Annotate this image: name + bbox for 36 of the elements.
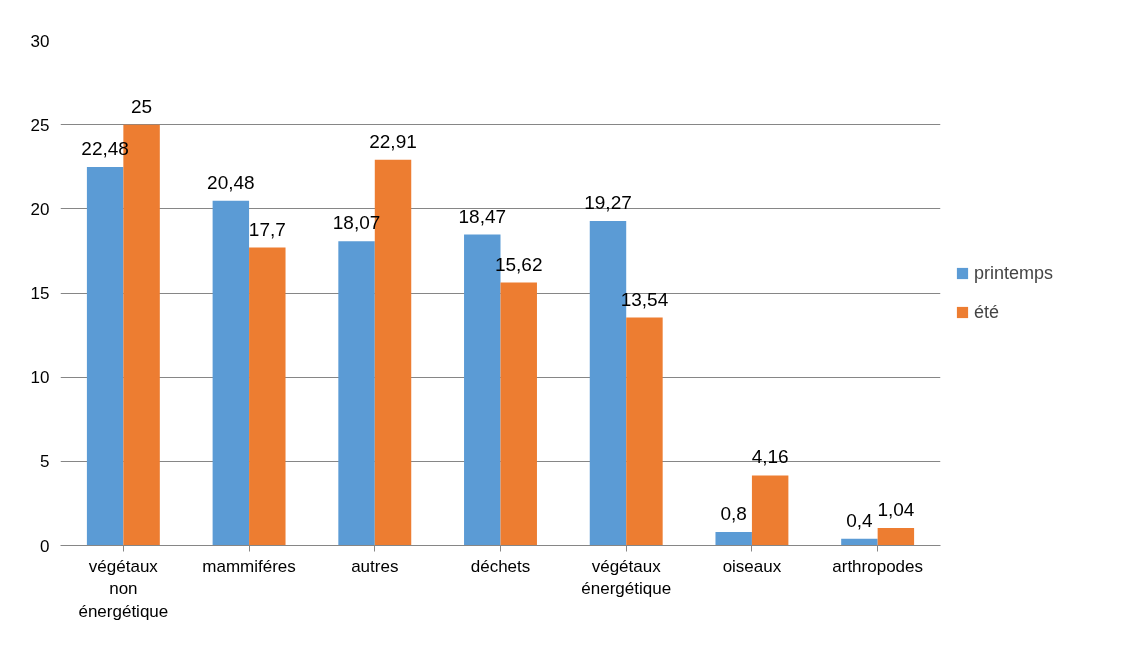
data-label: 0,8 — [720, 503, 747, 525]
data-label: 17,7 — [248, 218, 286, 240]
bar — [212, 200, 250, 546]
x-tick-label: arthropodes — [832, 556, 924, 576]
data-label: 18,47 — [458, 205, 507, 227]
bar — [715, 532, 752, 546]
data-label: 0,4 — [846, 509, 874, 531]
data-label: 22,91 — [369, 130, 417, 152]
y-tick-label: 30 — [30, 31, 50, 51]
y-tick-label: 20 — [30, 199, 50, 219]
y-tick-label: 10 — [30, 368, 50, 388]
bar — [877, 527, 915, 546]
bar — [626, 317, 663, 546]
x-tick-label: végétaux énergétique — [581, 556, 672, 599]
data-label: 4,16 — [751, 446, 789, 468]
x-tick-label: oiseaux — [722, 556, 782, 576]
bar — [500, 282, 537, 546]
bar — [338, 241, 375, 546]
bar — [86, 167, 124, 546]
y-tick-label: 15 — [30, 284, 50, 303]
x-tick-label: autres — [351, 556, 399, 576]
x-tick-label: déchets — [470, 556, 531, 576]
bar — [249, 247, 286, 546]
y-tick-label: 0 — [40, 536, 50, 556]
y-tick-label: 25 — [30, 115, 50, 135]
data-label: 1,04 — [877, 498, 915, 520]
bar — [751, 475, 789, 546]
x-tick-label: mammiféres — [202, 556, 296, 576]
y-tick-label: 5 — [40, 452, 50, 472]
data-label: 25 — [131, 95, 153, 117]
data-label: 19,27 — [584, 192, 632, 214]
data-label: 20,48 — [207, 171, 255, 193]
legend-label: printemps — [974, 262, 1054, 284]
bar — [841, 538, 878, 546]
x-tick-label: végétaux non énergétique — [78, 556, 169, 622]
legend-label: été — [974, 301, 1000, 323]
